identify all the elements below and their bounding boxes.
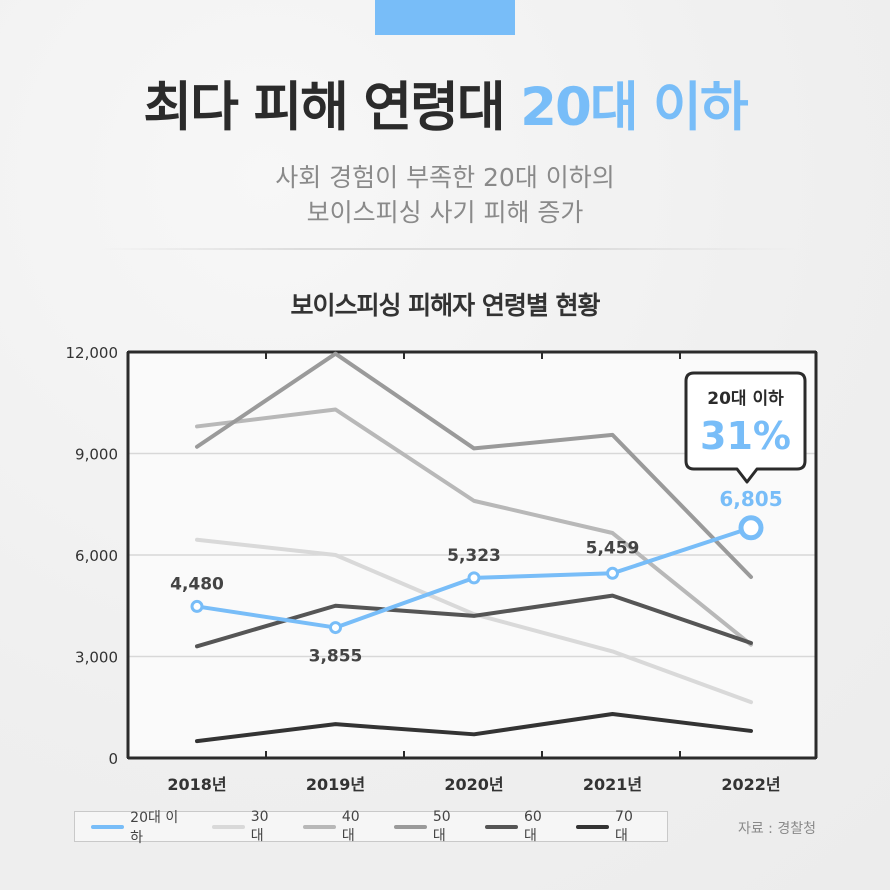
callout-box xyxy=(684,371,807,484)
series-line xyxy=(195,407,753,647)
legend-swatch xyxy=(393,824,427,829)
data-point xyxy=(329,621,342,635)
legend-label: 60대 xyxy=(523,808,542,844)
y-tick-label: 12,000 xyxy=(66,344,119,362)
x-tick-label: 2021년 xyxy=(583,775,642,794)
legend-item: 20대 이하 xyxy=(91,807,190,847)
data-label: 3,855 xyxy=(309,647,363,667)
callout-bubble: 20대 이하 31% xyxy=(684,371,807,484)
subtitle-line-1: 사회 경험이 부족한 20대 이하의 xyxy=(275,163,615,192)
chart-title: 보이스피싱 피해자 연령별 현황 xyxy=(290,291,600,320)
legend-label: 70대 xyxy=(615,808,633,844)
data-label: 4,480 xyxy=(170,574,224,594)
source-note: 자료 : 경찰청 xyxy=(737,821,816,837)
legend-label: 30대 xyxy=(250,808,269,844)
legend-swatch xyxy=(302,824,336,829)
legend-label: 40대 xyxy=(341,808,360,844)
data-label: 6,805 xyxy=(719,487,782,511)
legend-item: 40대 xyxy=(302,808,372,845)
chart-legend: 20대 이하 30대 40대 50대 60대 70대 xyxy=(74,808,668,846)
y-tick-label: 9,000 xyxy=(75,446,118,464)
y-tick-label: 3,000 xyxy=(75,649,118,667)
x-tick-label: 2022년 xyxy=(721,775,780,794)
headline-accent: 20대 이하 xyxy=(520,77,748,138)
x-tick-label: 2019년 xyxy=(306,775,365,794)
section-divider xyxy=(95,248,795,250)
data-label: 5,323 xyxy=(447,546,501,566)
series-line xyxy=(195,712,753,744)
data-point xyxy=(467,571,481,585)
headline: 최다 피해 연령대 20대 이하 xyxy=(0,73,890,143)
data-point xyxy=(190,599,204,613)
data-point xyxy=(606,566,619,580)
legend-swatch xyxy=(211,824,245,829)
series-line xyxy=(195,351,753,579)
legend-item: 50대 xyxy=(393,808,463,845)
subtitle: 사회 경험이 부족한 20대 이하의 보이스피싱 사기 피해 증가 xyxy=(0,160,890,230)
x-tick-label: 2018년 xyxy=(167,775,226,794)
subtitle-line-2: 보이스피싱 사기 피해 증가 xyxy=(306,198,584,227)
data-point xyxy=(738,515,764,541)
legend-swatch xyxy=(91,824,125,829)
legend-label: 20대 이하 xyxy=(130,809,179,846)
legend-swatch xyxy=(484,824,518,829)
callout-label: 20대 이하 xyxy=(707,389,784,409)
legend-item: 30대 xyxy=(211,808,281,845)
legend-label: 50대 xyxy=(432,808,451,844)
y-tick-label: 6,000 xyxy=(75,547,118,565)
data-label: 5,459 xyxy=(586,538,640,558)
legend-item: 60대 xyxy=(484,808,554,845)
y-tick-label: 0 xyxy=(108,750,118,768)
x-tick-label: 2020년 xyxy=(444,775,503,794)
legend-swatch xyxy=(575,824,610,829)
callout-value: 31% xyxy=(700,414,791,458)
headline-main: 최다 피해 연령대 xyxy=(143,77,521,138)
legend-item: 70대 xyxy=(575,808,645,845)
top-accent-tab xyxy=(375,0,515,35)
